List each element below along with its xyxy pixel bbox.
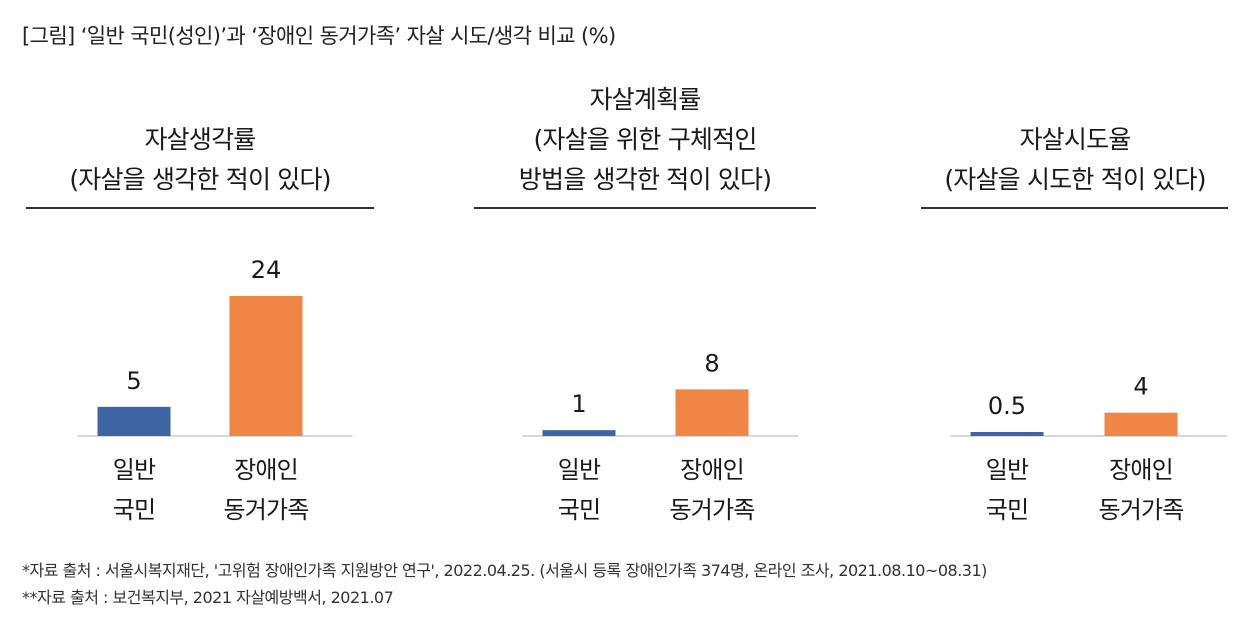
chart-1-category-label-1-line-2: 국민	[113, 496, 156, 524]
footnote-source-1: *자료 출처 : 서울시복지재단, '고위험 장애인가족 지원방안 연구', 2…	[22, 561, 987, 580]
chart-1-category-label-2-line-1: 장애인	[234, 456, 298, 484]
chart-2-category-label-1-line-2: 국민	[558, 496, 601, 524]
chart-2-category-label-2-line-2: 동거가족	[669, 496, 754, 524]
chart-2-value-label-2: 8	[704, 349, 719, 377]
chart-2-title-line-1: 자살계획률	[589, 85, 700, 114]
chart-2-title-line-3: 방법을 생각한 적이 있다)	[519, 165, 771, 194]
chart-3-category-label-1-line-2: 국민	[986, 496, 1029, 524]
chart-3-category-label-2-line-2: 동거가족	[1098, 496, 1183, 524]
chart-1-value-label-1: 5	[126, 367, 141, 395]
footnote-source-2: **자료 출처 : 보건복지부, 2021 자살예방백서, 2021.07	[22, 588, 394, 607]
chart-3-bar-general	[970, 432, 1044, 436]
chart-2-bar-disabled-family	[675, 389, 749, 436]
chart-2-bar-general	[542, 430, 616, 436]
chart-3-category-label-1-line-1: 일반	[986, 456, 1029, 484]
chart-3-bar-disabled-family	[1104, 412, 1178, 436]
chart-1-bar-general	[97, 406, 171, 436]
chart-3-title-line-1: 자살시도율	[1019, 125, 1130, 154]
chart-2-title-line-2: (자살을 위한 구체적인	[533, 125, 756, 154]
chart-1-title-line-2: (자살을 생각한 적이 있다)	[69, 165, 330, 194]
figure-title: [그림] ‘일반 국민(성인)’과 ‘장애인 동거가족’ 자살 시도/생각 비교…	[22, 24, 616, 48]
chart-2-category-label-2-line-1: 장애인	[680, 456, 744, 484]
chart-1-category-label-1-line-1: 일반	[113, 456, 156, 484]
chart-3-value-label-2: 4	[1133, 373, 1148, 401]
chart-1-category-label-2-line-2: 동거가족	[223, 496, 308, 524]
chart-3-category-label-2-line-1: 장애인	[1109, 456, 1173, 484]
chart-2-category-label-1-line-1: 일반	[558, 456, 601, 484]
chart-1-bar-disabled-family	[229, 296, 303, 436]
chart-1-title-line-1: 자살생각률	[144, 125, 255, 154]
chart-2-value-label-1: 1	[571, 390, 586, 418]
chart-3-value-label-1: 0.5	[988, 392, 1026, 420]
chart-3-title-line-2: (자살을 시도한 적이 있다)	[944, 165, 1205, 194]
chart-1-value-label-2: 24	[251, 256, 282, 284]
